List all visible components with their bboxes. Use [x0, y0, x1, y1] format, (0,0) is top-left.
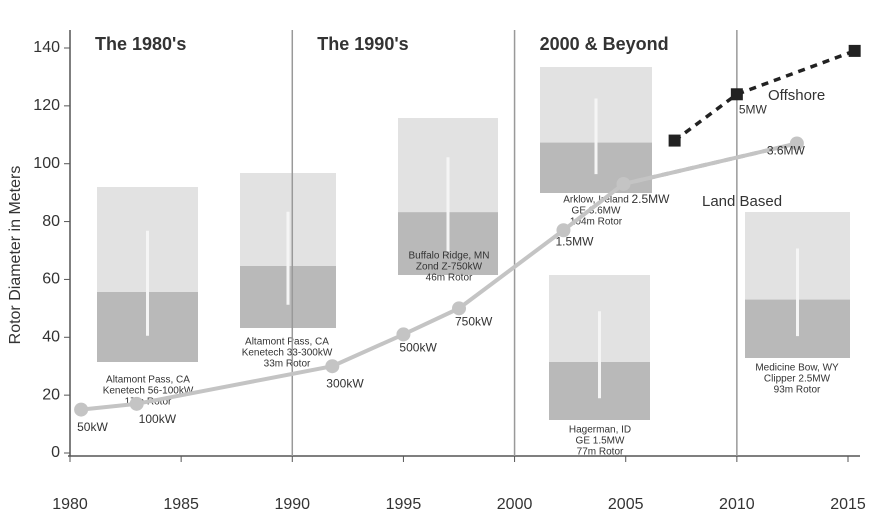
data-point: [731, 88, 743, 100]
photo-caption: 33m Rotor: [264, 359, 311, 370]
x-tick-label: 1985: [163, 496, 199, 513]
x-tick-label: 2005: [608, 496, 644, 513]
photo-caption: GE 1.5MW: [576, 436, 625, 447]
point-label: 50kW: [77, 420, 108, 434]
data-point: [396, 327, 410, 341]
x-tick-label: 2010: [719, 496, 755, 513]
era-label: The 1990's: [317, 34, 408, 54]
x-tick-label: 1990: [274, 496, 310, 513]
point-label: 5MW: [739, 102, 768, 116]
point-label: 750kW: [455, 315, 493, 329]
y-tick-label: 20: [42, 386, 60, 403]
point-label: 500kW: [399, 341, 437, 355]
point-label: 300kW: [326, 376, 364, 390]
era-label: 2000 & Beyond: [540, 34, 669, 54]
photo-caption: Zond Z-750kW: [416, 262, 483, 273]
data-point: [452, 301, 466, 315]
x-tick-label: 1995: [386, 496, 422, 513]
y-tick-label: 140: [33, 39, 60, 56]
photo-caption: 46m Rotor: [426, 273, 473, 284]
photo-caption: Kenetech 33-300kW: [242, 348, 333, 359]
y-tick-label: 60: [42, 271, 60, 288]
photo-caption: Medicine Bow, WY: [755, 363, 839, 374]
y-tick-label: 40: [42, 329, 60, 346]
y-tick-label: 80: [42, 213, 60, 230]
y-tick-label: 100: [33, 155, 60, 172]
data-point: [74, 403, 88, 417]
y-axis-label: Rotor Diameter in Meters: [7, 166, 24, 345]
series-name: Offshore: [768, 87, 825, 104]
x-tick-label: 2000: [497, 496, 533, 513]
point-label: 2.5MW: [631, 192, 670, 206]
data-point: [325, 359, 339, 373]
data-point: [849, 45, 861, 57]
x-tick-label: 1980: [52, 496, 88, 513]
photo-caption: 77m Rotor: [577, 447, 624, 458]
era-label: The 1980's: [95, 34, 186, 54]
photo-caption: Clipper 2.5MW: [764, 374, 831, 385]
page: Rotor Diameter in Meters Altamont Pass, …: [0, 0, 875, 515]
photo-caption: Buffalo Ridge, MN: [409, 251, 490, 262]
point-label: 100kW: [139, 412, 177, 426]
y-tick-label: 120: [33, 97, 60, 114]
data-point: [669, 135, 681, 147]
chart: Rotor Diameter in Meters Altamont Pass, …: [0, 0, 875, 515]
photo-caption: Altamont Pass, CA: [106, 375, 190, 386]
y-tick-label: 0: [51, 444, 60, 461]
photo-caption: 93m Rotor: [774, 385, 821, 396]
point-label: 1.5MW: [555, 234, 594, 248]
x-tick-label: 2015: [830, 496, 866, 513]
series-line: [675, 51, 855, 141]
data-point: [616, 177, 630, 191]
data-point: [130, 397, 144, 411]
series-name: Land Based: [702, 193, 782, 210]
photo-caption: Hagerman, ID: [569, 425, 631, 436]
photo-caption: Altamont Pass, CA: [245, 337, 329, 348]
point-label: 3.6MW: [767, 144, 806, 158]
